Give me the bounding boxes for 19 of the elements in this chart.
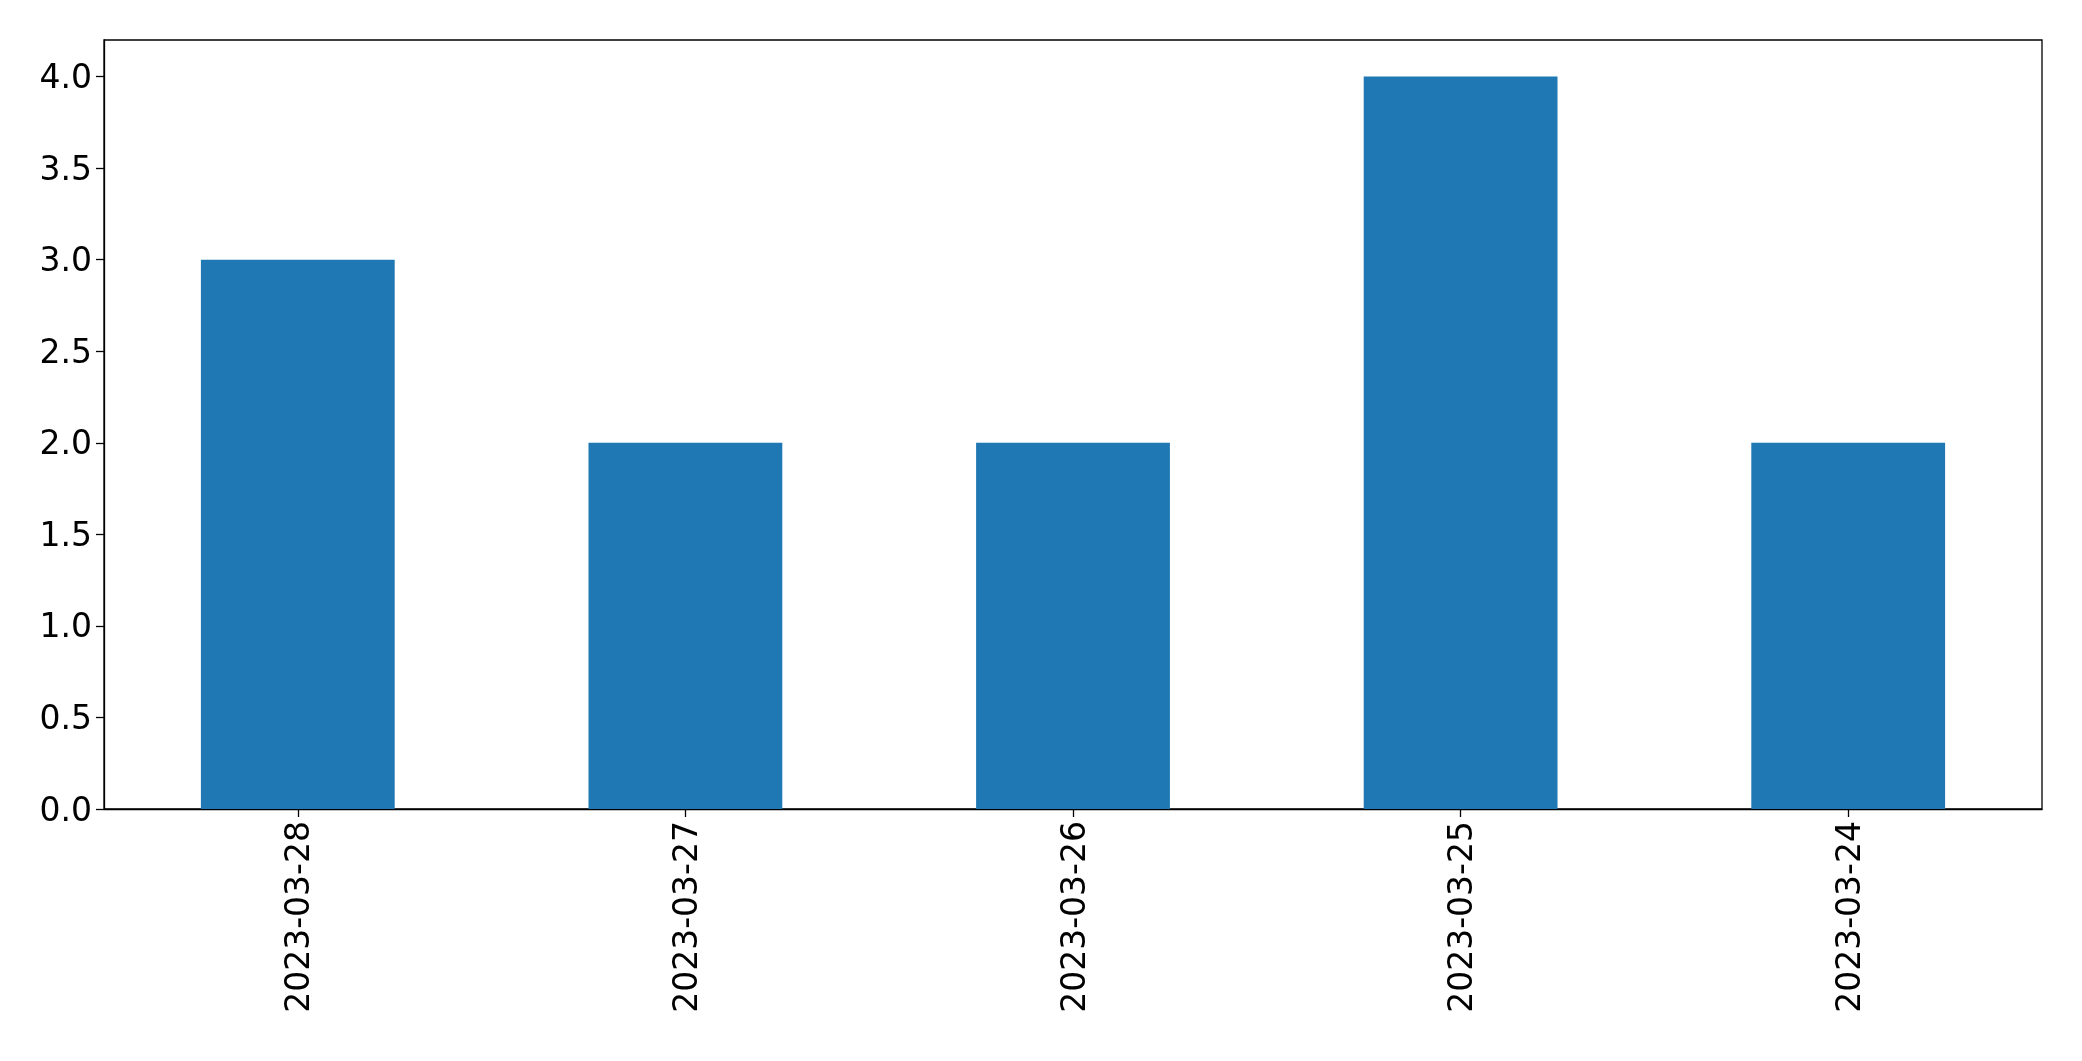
bar (1363, 76, 1558, 809)
y-tick-label: 1.5 (39, 514, 92, 554)
y-tick-label: 1.0 (39, 606, 92, 646)
y-tick-label: 4.0 (39, 57, 92, 97)
y-tick-label: 2.0 (39, 423, 92, 463)
bar (1751, 442, 1946, 809)
x-tick-label: 2023-03-24 (1828, 821, 1868, 1013)
x-tick-label: 2023-03-27 (665, 821, 705, 1013)
y-tick-label: 0.0 (39, 789, 92, 829)
y-tick-label: 3.0 (39, 240, 92, 280)
x-tick-label: 2023-03-25 (1441, 821, 1481, 1013)
bar (588, 442, 783, 809)
x-tick-label: 2023-03-26 (1053, 821, 1093, 1013)
bar (976, 442, 1170, 809)
y-tick-label: 0.5 (39, 697, 92, 737)
y-tick-label: 3.5 (39, 148, 92, 188)
y-tick-label: 2.5 (39, 331, 92, 371)
x-tick-label: 2023-03-28 (278, 821, 318, 1013)
bar (200, 259, 395, 809)
